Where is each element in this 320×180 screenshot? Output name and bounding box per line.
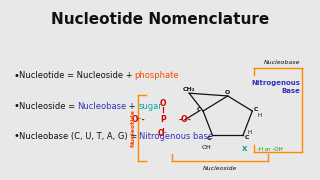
- Text: C: C: [197, 107, 201, 112]
- Text: C: C: [254, 107, 259, 112]
- Text: •: •: [14, 71, 20, 81]
- Text: phosphate: phosphate: [134, 71, 179, 80]
- Text: Nucleobase (C, U, T, A, G) =: Nucleobase (C, U, T, A, G) =: [19, 132, 140, 141]
- Text: Nucleoside: Nucleoside: [203, 166, 237, 171]
- Text: sugar: sugar: [138, 102, 162, 111]
- Text: C: C: [206, 136, 211, 141]
- Text: Nitrogenous
Base: Nitrogenous Base: [252, 80, 300, 94]
- Text: Nucleotide: Nucleotide: [131, 109, 136, 147]
- Text: Nucleoside =: Nucleoside =: [19, 102, 77, 111]
- Text: X: X: [242, 146, 248, 152]
- Text: Nucleotide = Nucleoside +: Nucleotide = Nucleoside +: [19, 71, 135, 80]
- Text: •: •: [14, 131, 20, 141]
- Text: CH₂: CH₂: [183, 87, 196, 92]
- Text: P: P: [160, 115, 166, 124]
- Text: H: H: [257, 114, 261, 118]
- Text: H: H: [248, 130, 252, 135]
- Text: Nucleotide Nomenclature: Nucleotide Nomenclature: [51, 12, 269, 27]
- Text: -O-: -O-: [179, 115, 192, 124]
- Text: O: O: [160, 99, 166, 108]
- Text: Nucleobase: Nucleobase: [264, 60, 300, 65]
- Text: Nucleobase: Nucleobase: [77, 102, 126, 111]
- Text: •: •: [14, 101, 20, 111]
- Text: +: +: [126, 102, 138, 111]
- Text: O: O: [225, 91, 230, 95]
- Text: Nitrogenous base: Nitrogenous base: [139, 132, 213, 141]
- Text: C: C: [245, 135, 249, 140]
- Text: O⁻: O⁻: [158, 129, 168, 138]
- Text: O⁻-: O⁻-: [132, 115, 145, 124]
- Text: -H or -OH: -H or -OH: [257, 147, 283, 152]
- Text: OH: OH: [202, 145, 212, 150]
